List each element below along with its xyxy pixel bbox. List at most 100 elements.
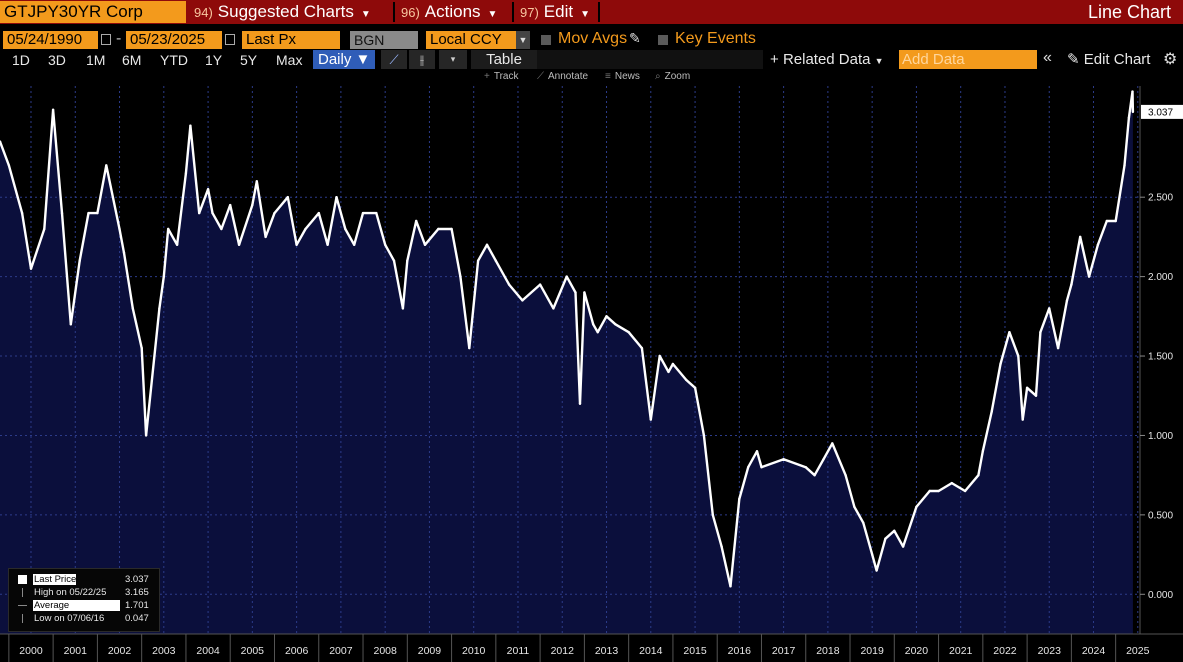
last-value-label: 3.037 [1148, 107, 1173, 118]
y-tick-label: 1.500 [1148, 352, 1173, 363]
y-tick-label: 1.000 [1148, 431, 1173, 442]
data-point [286, 196, 289, 199]
suggested-charts-menu[interactable]: 94) Suggested Charts ▼ [194, 2, 371, 21]
currency-select[interactable]: Local CCY [426, 31, 516, 49]
settings-bar: 05/24/1990 - 05/23/2025 Last Px BGN Loca… [0, 29, 1183, 51]
data-point [0, 140, 2, 143]
data-point [122, 251, 126, 254]
collapse-left-icon[interactable]: « [1043, 49, 1052, 66]
data-point [423, 243, 427, 246]
calendar-icon[interactable] [225, 34, 235, 45]
data-point [273, 211, 276, 215]
caret-down-icon: ▼ [360, 9, 371, 20]
data-point [1056, 346, 1060, 350]
menu-divider [512, 2, 514, 22]
data-point [1070, 283, 1073, 286]
line-chart[interactable]: 0.000 0.500 1.000 1.500 2.000 2.500 3.037 2000 2… [0, 86, 1183, 662]
end-date-input[interactable]: 05/23/2025 [126, 31, 222, 49]
frequency-select[interactable]: Daily ▼ [313, 50, 375, 69]
start-date-input[interactable]: 05/24/1990 [3, 31, 98, 49]
data-point [884, 537, 887, 540]
data-point [7, 164, 11, 167]
data-point [184, 172, 188, 175]
data-point [813, 474, 816, 477]
range-1d-button[interactable]: 1D [12, 52, 30, 68]
x-tick-label: 2015 [683, 645, 707, 657]
data-point [937, 489, 940, 493]
table-button[interactable]: Table [471, 50, 537, 69]
related-data-menu[interactable]: + Related Data ▼ [770, 51, 884, 68]
data-point [760, 466, 763, 469]
add-data-input[interactable]: Add Data [899, 50, 1037, 69]
high-marker-icon [22, 588, 23, 597]
data-point [1048, 307, 1051, 310]
data-point [251, 203, 254, 207]
x-tick-label: 2023 [1038, 645, 1062, 657]
data-point [237, 243, 241, 246]
range-1m-button[interactable]: 1M [86, 52, 106, 68]
annotate-icon: ⟋ [537, 71, 544, 82]
mov-avgs-checkbox[interactable] [541, 35, 551, 45]
data-point [375, 211, 378, 215]
data-point [738, 497, 741, 501]
title-bar: GTJPY30YR Corp 94) Suggested Charts ▼ 96) A… [0, 0, 1183, 24]
data-point [782, 458, 785, 461]
zoom-tool[interactable]: ⌕ Zoom [655, 71, 691, 82]
data-point [20, 211, 24, 215]
series-area-fill [0, 91, 1133, 635]
date-range-dash: - [116, 30, 122, 47]
news-tool[interactable]: ≡ News [605, 71, 640, 82]
data-point [614, 323, 617, 326]
menu-divider [393, 2, 395, 22]
gear-icon[interactable]: ⚙ [1163, 51, 1178, 68]
x-tick-label: 2018 [816, 645, 840, 657]
range-5y-button[interactable]: 5Y [240, 52, 258, 68]
x-tick-label: 2012 [551, 645, 575, 657]
data-point [1017, 354, 1020, 358]
source-field[interactable]: BGN [350, 31, 418, 49]
legend-row-high: High on 05/22/25 3.165 [9, 586, 159, 599]
annotate-tool[interactable]: ⟋ Annotate [537, 71, 589, 82]
pencil-icon: ✎ [1067, 51, 1080, 68]
data-point [990, 410, 993, 413]
range-max-button[interactable]: Max [276, 52, 303, 68]
edit-chart-button[interactable]: ✎ Edit Chart [1067, 51, 1151, 68]
data-point [140, 346, 143, 350]
chevron-down-icon[interactable]: ▼ [516, 31, 530, 49]
chart-kind-title: Line Chart [1087, 2, 1171, 22]
field-select[interactable]: Last Px [242, 31, 340, 49]
range-6m-button[interactable]: 6M [122, 52, 142, 68]
data-point [220, 227, 223, 231]
calendar-icon[interactable] [101, 34, 111, 45]
low-marker-icon [22, 614, 23, 623]
range-ytd-button[interactable]: YTD [160, 52, 188, 68]
actions-menu[interactable]: 96) Actions ▼ [401, 2, 498, 21]
pencil-icon[interactable]: ✎ [629, 30, 641, 46]
data-point [198, 211, 201, 215]
data-point [928, 489, 931, 493]
range-1y-button[interactable]: 1Y [205, 52, 223, 68]
edit-menu[interactable]: 97) Edit ▼ [520, 2, 590, 21]
data-point [1105, 219, 1109, 223]
data-point [963, 489, 967, 493]
data-point [640, 346, 644, 350]
data-point [468, 346, 471, 350]
bar-chart-icon[interactable]: ⫲ [409, 50, 435, 69]
data-point [1065, 299, 1069, 302]
track-tool[interactable]: + Track [484, 71, 519, 82]
data-point [822, 458, 825, 461]
x-tick-label: 2004 [196, 645, 220, 657]
triangle-down-icon: ▼ [355, 51, 371, 68]
line-chart-icon[interactable]: ⟋ [381, 50, 407, 69]
data-point [255, 180, 258, 183]
x-tick-label: 2020 [905, 645, 929, 657]
ticker-field[interactable]: GTJPY30YR Corp [0, 1, 186, 23]
chevron-down-icon[interactable]: ▾ [439, 50, 467, 69]
x-axis-panel [0, 634, 1183, 662]
key-events-checkbox[interactable] [658, 35, 668, 45]
data-point [1131, 90, 1134, 93]
data-point [720, 545, 723, 548]
chart-tools: + Track ⟋ Annotate ≡ News ⌕ Zoom [0, 71, 1183, 85]
range-3d-button[interactable]: 3D [48, 52, 66, 68]
data-point [317, 211, 320, 215]
